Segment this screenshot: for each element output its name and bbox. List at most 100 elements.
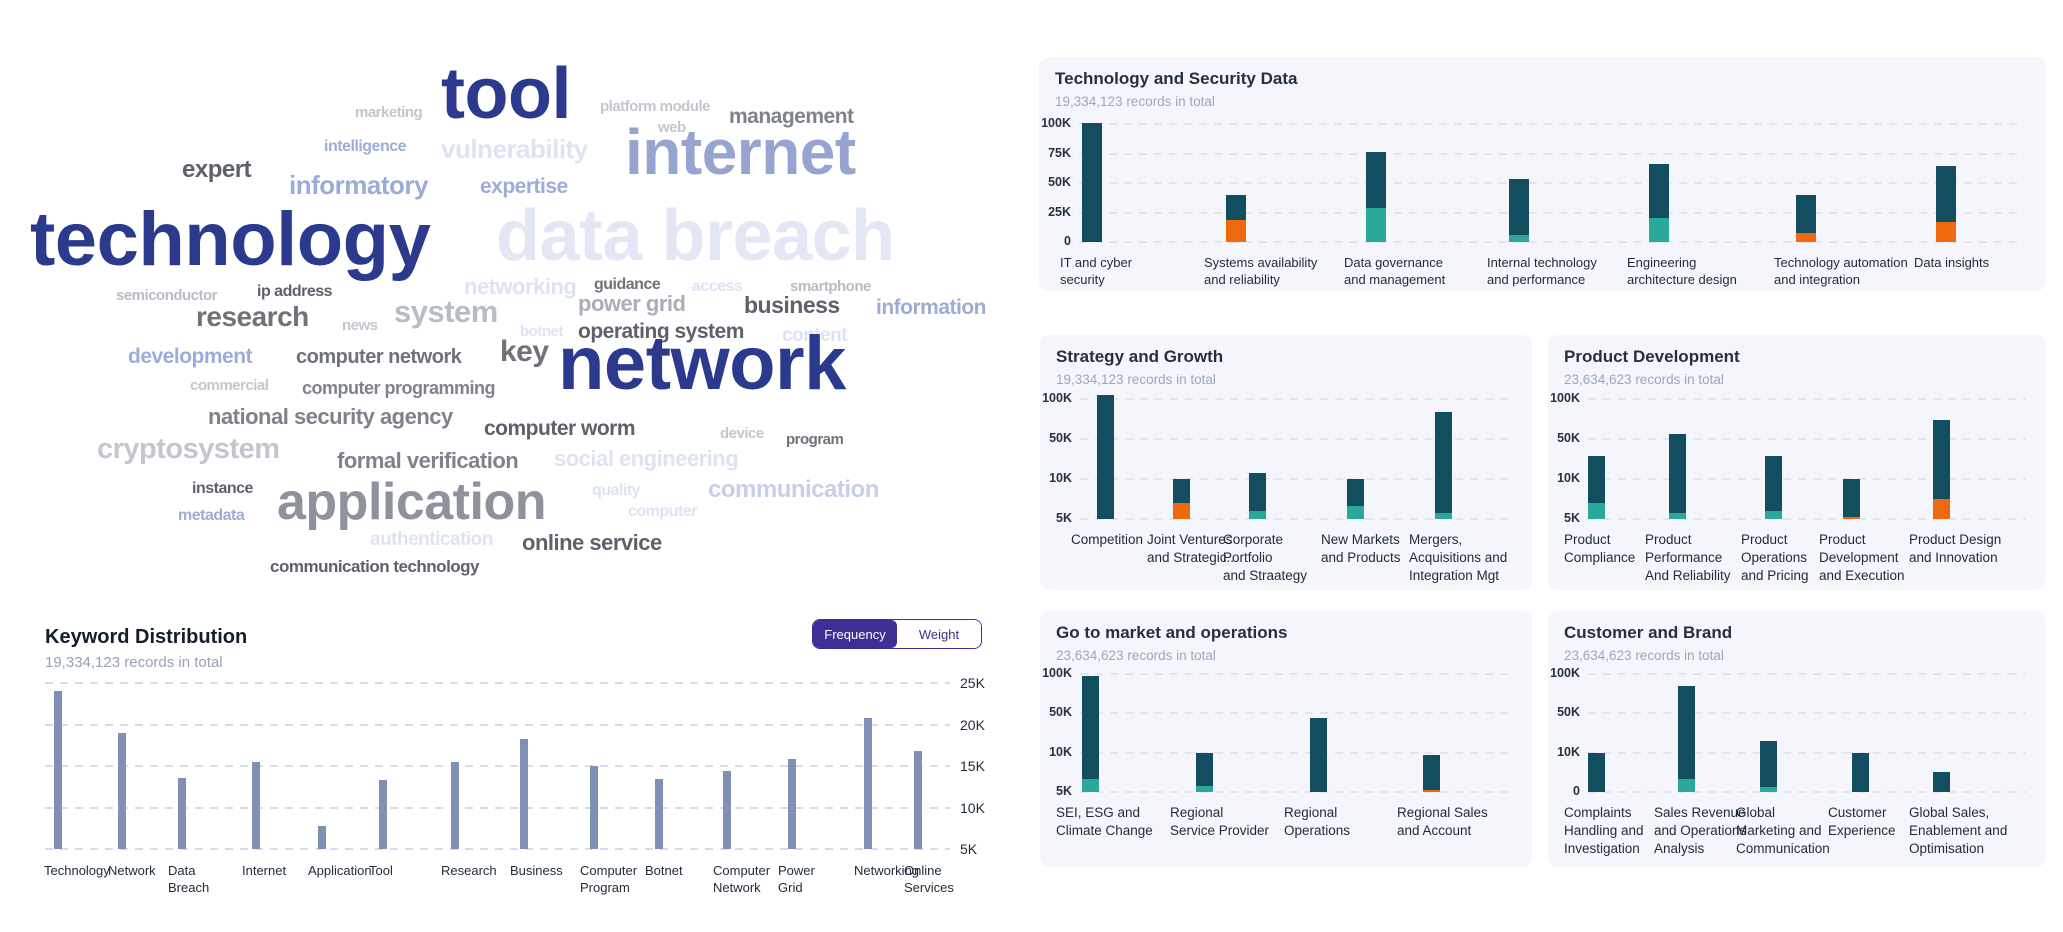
bar[interactable] [1082, 123, 1102, 242]
gridline [1588, 791, 2026, 793]
bar-bottom-segment [1765, 511, 1782, 519]
wordcloud-word: information [876, 296, 987, 319]
gridline [1588, 712, 2026, 715]
bar[interactable] [723, 771, 731, 849]
category-label: Network [108, 863, 156, 878]
axis-tick-label: 100K [1042, 391, 1072, 405]
bar[interactable] [118, 733, 126, 849]
bar[interactable] [1678, 686, 1695, 792]
bar[interactable] [1097, 395, 1114, 519]
gridline [1588, 438, 2026, 440]
bar[interactable] [1588, 753, 1605, 792]
bar[interactable] [1435, 412, 1452, 519]
wordcloud-word: key [500, 335, 549, 368]
axis-tick-label: 50K [1557, 705, 1580, 720]
bar[interactable] [1760, 741, 1777, 792]
panel-subtitle: 23,634,623 records in total [1564, 648, 1724, 663]
wordcloud-word: power grid [578, 291, 686, 316]
bar[interactable] [914, 751, 922, 849]
bar[interactable] [1082, 676, 1099, 792]
gridline [1080, 398, 1512, 400]
bar[interactable] [864, 718, 872, 849]
panel-title: Product Development [1564, 347, 1740, 366]
bar[interactable] [1936, 166, 1956, 242]
bar[interactable] [788, 759, 796, 849]
gridline [1080, 712, 1512, 715]
gridline [1588, 751, 2026, 754]
bar[interactable] [1310, 718, 1327, 792]
category-label: Computer Network [713, 863, 771, 896]
wordcloud-word: national security agency [208, 404, 453, 429]
bar[interactable] [520, 739, 528, 849]
category-label: Application [308, 863, 372, 878]
bar[interactable] [1843, 479, 1860, 519]
bar[interactable] [1173, 479, 1190, 519]
gridline [45, 723, 950, 726]
wordcloud-word: ip address [257, 283, 333, 300]
gridline [1079, 123, 2023, 125]
gridline [1079, 211, 2023, 214]
bar[interactable] [1249, 473, 1266, 519]
gridline [1079, 152, 2023, 155]
wordcloud-word: computer worm [484, 417, 636, 440]
bar[interactable] [178, 778, 186, 849]
gridline [45, 848, 950, 850]
axis-tick-label: 10K [960, 799, 985, 816]
axis-tick-label: 5K [960, 841, 978, 857]
bar[interactable] [252, 762, 260, 849]
category-label: Networking [854, 863, 920, 878]
gridline [45, 682, 950, 684]
wordcloud-word: expertise [480, 175, 568, 198]
panel-technology-security-data: Technology and Security Data 19,334,123 … [1039, 57, 2046, 291]
wordcloud-word: business [744, 292, 840, 318]
wordcloud-word: internet [625, 116, 856, 188]
bar[interactable] [54, 691, 62, 849]
axis-tick-label: 10K [1557, 471, 1580, 485]
category-label: Mergers, Acquisitions and Integration Mg… [1409, 532, 1508, 583]
bar[interactable] [1588, 456, 1605, 519]
category-label: Internet [242, 863, 287, 878]
bar[interactable] [1347, 479, 1364, 519]
bar-bottom-segment [1760, 787, 1777, 792]
bar[interactable] [1933, 420, 1950, 519]
bar[interactable] [1226, 195, 1246, 242]
wordcloud-word: social engineering [554, 446, 739, 471]
category-label: Product Performance And Reliability [1645, 532, 1731, 583]
frequency-toggle-button[interactable]: Frequency [813, 620, 897, 648]
panel-title: Strategy and Growth [1056, 347, 1224, 366]
category-label: Technology automation and integration [1774, 255, 1908, 288]
bar[interactable] [1423, 755, 1440, 792]
wordcloud-word: computer programming [302, 378, 496, 398]
technology-security-chart: 0 25K 50K 75K 100K IT and cyber security Syste… [1041, 117, 2023, 287]
keyword-wordcloud: marketing tool platform module web managemen… [0, 0, 1015, 600]
panel-title: Customer and Brand [1564, 623, 1733, 642]
axis-tick-label: 20K [960, 716, 985, 733]
bar[interactable] [1649, 164, 1669, 242]
bar[interactable] [318, 826, 326, 849]
gridline [1080, 751, 1512, 754]
product-development-chart: 5K 10K 50K 100K Product Compliance Product Pe… [1550, 392, 2026, 583]
bar[interactable] [1196, 753, 1213, 792]
axis-tick-label: 10K [1049, 744, 1072, 759]
keyword-distribution-subtitle: 19,334,123 records in total [45, 654, 223, 671]
bar[interactable] [1509, 179, 1529, 242]
bar[interactable] [451, 762, 459, 849]
panel-strategy-and-growth: Strategy and Growth 19,334,123 records i… [1040, 335, 1532, 590]
bar[interactable] [1366, 152, 1386, 242]
bar[interactable] [1933, 772, 1950, 792]
gridline [1588, 398, 2026, 400]
bar-bottom-segment [1082, 779, 1099, 792]
bar[interactable] [379, 780, 387, 849]
bar[interactable] [1669, 434, 1686, 519]
bar[interactable] [1765, 456, 1782, 519]
bar[interactable] [1852, 753, 1869, 792]
bar[interactable] [655, 779, 663, 849]
wordcloud-word: application [277, 473, 546, 531]
bar[interactable] [1796, 195, 1816, 242]
wordcloud-word: semiconductor [116, 287, 218, 304]
wordcloud-word: informatory [289, 170, 428, 200]
wordcloud-word: computer [628, 503, 697, 520]
category-label: New Markets and Products [1321, 532, 1401, 565]
bar[interactable] [590, 766, 598, 849]
weight-toggle-button[interactable]: Weight [897, 620, 981, 648]
